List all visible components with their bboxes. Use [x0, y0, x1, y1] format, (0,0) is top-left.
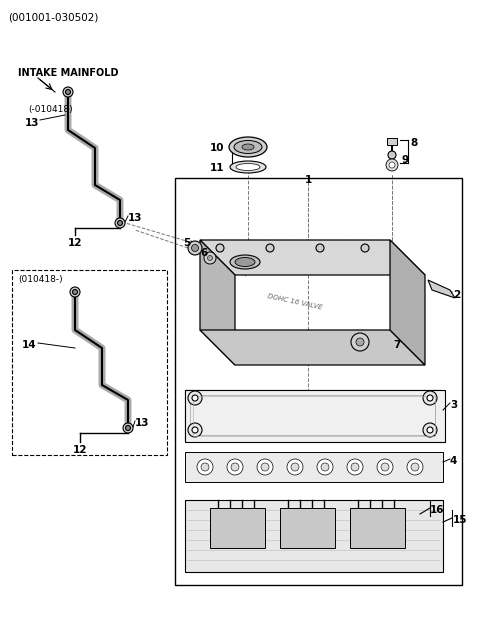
Circle shape [188, 241, 202, 255]
Ellipse shape [230, 255, 260, 269]
Polygon shape [200, 240, 425, 275]
Circle shape [125, 425, 131, 430]
Text: 13: 13 [135, 418, 149, 428]
Text: (010418-): (010418-) [18, 275, 62, 284]
Text: 11: 11 [210, 163, 225, 173]
Circle shape [201, 463, 209, 471]
Text: 6: 6 [200, 248, 207, 258]
Text: INTAKE MAINFOLD: INTAKE MAINFOLD [18, 68, 119, 78]
Text: 9: 9 [402, 155, 409, 165]
Text: 12: 12 [68, 238, 82, 248]
Bar [185, 452, 443, 482]
Bar [193, 396, 435, 436]
Circle shape [63, 87, 73, 97]
Circle shape [423, 423, 437, 437]
Text: 13: 13 [128, 213, 143, 223]
Circle shape [287, 459, 303, 475]
Circle shape [216, 244, 224, 252]
Bar [185, 390, 445, 442]
Ellipse shape [234, 140, 262, 153]
Circle shape [227, 459, 243, 475]
Bar [387, 138, 397, 145]
Polygon shape [428, 280, 455, 298]
Circle shape [423, 391, 437, 405]
Text: 1: 1 [305, 175, 312, 185]
Text: (-010418): (-010418) [28, 105, 72, 114]
Circle shape [351, 333, 369, 351]
Circle shape [427, 427, 433, 433]
Circle shape [361, 244, 369, 252]
Circle shape [427, 395, 433, 401]
Circle shape [65, 89, 71, 94]
Polygon shape [200, 330, 425, 365]
Circle shape [351, 463, 359, 471]
Circle shape [207, 255, 213, 260]
Circle shape [411, 463, 419, 471]
Circle shape [231, 463, 239, 471]
Text: 8: 8 [410, 138, 417, 148]
Text: 5: 5 [183, 238, 190, 248]
Circle shape [266, 244, 274, 252]
Bar [280, 508, 335, 548]
Circle shape [188, 391, 202, 405]
Text: DOHC 16 VALVE: DOHC 16 VALVE [267, 293, 323, 310]
Text: 2: 2 [453, 290, 460, 300]
Circle shape [381, 463, 389, 471]
Polygon shape [390, 240, 425, 365]
Text: 16: 16 [430, 505, 444, 515]
Circle shape [123, 423, 133, 433]
Text: 13: 13 [25, 118, 39, 128]
Ellipse shape [230, 161, 266, 173]
Circle shape [115, 218, 125, 228]
Text: 7: 7 [393, 340, 400, 350]
Text: 12: 12 [73, 445, 87, 455]
Circle shape [261, 463, 269, 471]
Circle shape [118, 220, 122, 225]
Circle shape [356, 338, 364, 346]
Ellipse shape [235, 258, 255, 266]
Bar [350, 508, 405, 548]
Circle shape [70, 287, 80, 297]
Circle shape [389, 162, 395, 168]
Bar [210, 508, 265, 548]
Circle shape [407, 459, 423, 475]
Circle shape [188, 423, 202, 437]
Circle shape [316, 244, 324, 252]
Ellipse shape [229, 137, 267, 157]
Bar [175, 178, 462, 585]
Circle shape [204, 252, 216, 264]
Circle shape [317, 459, 333, 475]
Bar [185, 500, 443, 572]
Text: 10: 10 [210, 143, 225, 153]
Ellipse shape [242, 144, 254, 150]
Bar [190, 395, 435, 435]
Circle shape [321, 463, 329, 471]
Circle shape [192, 245, 199, 252]
Ellipse shape [236, 163, 260, 171]
Text: 3: 3 [450, 400, 457, 410]
Circle shape [388, 151, 396, 159]
Text: 15: 15 [453, 515, 468, 525]
Circle shape [377, 459, 393, 475]
Circle shape [197, 459, 213, 475]
Circle shape [192, 395, 198, 401]
Polygon shape [200, 240, 235, 365]
Circle shape [192, 427, 198, 433]
Text: 14: 14 [22, 340, 36, 350]
Circle shape [72, 289, 77, 294]
Circle shape [347, 459, 363, 475]
Text: (001001-030502): (001001-030502) [8, 12, 98, 22]
Circle shape [386, 159, 398, 171]
Text: 4: 4 [450, 456, 457, 466]
Circle shape [291, 463, 299, 471]
Circle shape [257, 459, 273, 475]
Bar [185, 390, 440, 440]
Bar [12, 270, 167, 455]
